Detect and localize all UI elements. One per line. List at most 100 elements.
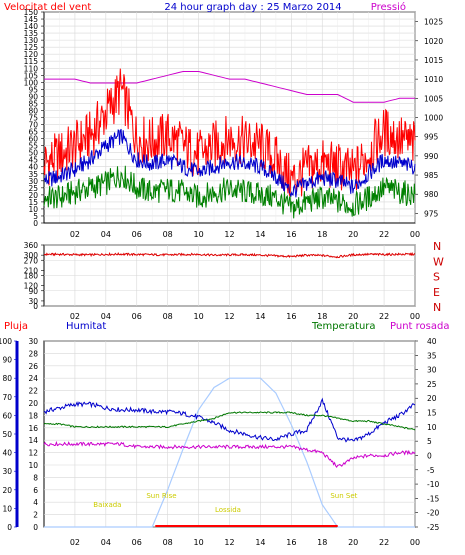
chart3-x-tick-label: 02 (70, 538, 80, 547)
chart3-humidity-tick-label: 2 (33, 511, 38, 520)
chart2-left-tick-label: 30 (28, 297, 38, 306)
chart3-humidity-tick-label: 8 (33, 473, 38, 482)
chart3-annotation: Sun Set (330, 492, 357, 500)
chart2-x-tick-label: 02 (70, 312, 80, 321)
chart3-humidity-tick-label: 22 (28, 387, 38, 396)
chart1-left-tick-label: 95 (28, 85, 38, 94)
chart3-dewpoint-label: Punt rosada (390, 321, 449, 332)
chart1-right-tick-label: 995 (424, 133, 439, 142)
chart2-x-tick-label: 18 (317, 312, 327, 321)
chart1-x-tick-label: 12 (224, 230, 234, 239)
chart3-temp-tick-label: 20 (427, 394, 437, 403)
chart3-annotation: Baixada (93, 501, 121, 509)
chart2-left-tick-label: 360 (24, 241, 39, 250)
chart3-humidity-tick-label: 18 (28, 411, 38, 420)
chart3-rain-tick-label: 0 (7, 523, 12, 532)
chart3-temperature-label: Temperatura (311, 321, 376, 332)
chart1-x-tick-label: 18 (317, 230, 327, 239)
chart3-rain-tick-label: 90 (2, 356, 12, 365)
chart1-right-tick-label: 1000 (424, 114, 443, 123)
chart3-x-tick-label: 20 (348, 538, 358, 547)
chart3-x-tick-label: 04 (101, 538, 111, 547)
chart3-humidity-tick-label: 16 (28, 424, 38, 433)
chart3-rain-tick-label: 10 (2, 504, 12, 513)
chart1-left-tick-label: 10 (28, 205, 38, 214)
chart1-right-tick-label: 985 (424, 171, 439, 180)
chart1-x-tick-label: 14 (255, 230, 265, 239)
chart1-left-tick-label: 85 (28, 99, 38, 108)
chart1-left-tick-label: 135 (24, 29, 39, 38)
chart2-compass-label: N (433, 240, 441, 253)
chart3-temp-tick-label: -15 (427, 494, 439, 503)
chart3-humidity-tick-label: 12 (28, 449, 38, 458)
chart3-series-humidity (43, 397, 416, 443)
chart1-left-tick-label: 75 (28, 114, 38, 123)
chart1-series-wind-gust (43, 68, 416, 198)
chart2-left-tick-label: 120 (24, 282, 39, 291)
chart1-series-wind-min (43, 165, 416, 219)
chart2-series-direction (43, 251, 416, 259)
chart3-x-tick-label: 08 (163, 538, 173, 547)
chart1-left-tick-label: 140 (24, 22, 39, 31)
chart2-x-tick-label: 12 (224, 312, 234, 321)
chart1-x-tick-label: 10 (193, 230, 203, 239)
chart1-left-tick-label: 25 (28, 184, 38, 193)
chart3-rain-tick-label: 20 (2, 486, 12, 495)
chart1-right-tick-label: 1025 (424, 18, 443, 27)
chart1-x-tick-label: 06 (132, 230, 142, 239)
chart3-rain-tick-label: 60 (2, 411, 12, 420)
chart1-left-tick-label: 115 (24, 57, 39, 66)
chart1-right-tick-label: 1010 (424, 75, 443, 84)
chart2-compass-label: W (433, 255, 444, 268)
chart3-rain-tick-label: 70 (2, 393, 12, 402)
chart3-humidity-tick-label: 10 (28, 461, 38, 470)
chart3-x-tick-label: 10 (193, 538, 203, 547)
chart1-left-tick-label: 45 (28, 156, 38, 165)
chart3-rain-tick-label: 30 (2, 467, 12, 476)
chart1-left-axis-label: Velocitat del vent (4, 2, 91, 13)
chart3-temp-tick-label: 10 (427, 423, 437, 432)
chart3-series-temperature (43, 411, 416, 431)
chart3-series-solar (44, 377, 415, 528)
chart2-x-tick-label: 22 (379, 312, 389, 321)
chart1-left-tick-label: 70 (28, 121, 38, 130)
chart1-right-tick-label: 1020 (424, 37, 443, 46)
chart2-compass-label: S (433, 271, 440, 284)
chart3-temp-tick-label: 5 (427, 437, 432, 446)
chart3-temp-tick-label: 15 (427, 409, 437, 418)
chart3-series-dewpoint (43, 440, 416, 468)
chart1-x-tick-label: 22 (379, 230, 389, 239)
chart1-left-tick-label: 35 (28, 170, 38, 179)
chart1-x-tick-label: 08 (163, 230, 173, 239)
chart1-left-tick-label: 120 (24, 50, 39, 59)
chart3-temp-tick-label: 35 (427, 351, 437, 360)
chart2-x-tick-label: 06 (132, 312, 142, 321)
chart1-left-tick-label: 15 (28, 198, 38, 207)
chart2-compass-label: N (433, 301, 441, 314)
chart1-series-pressure (44, 71, 415, 103)
chart3-rain-tick-label: 40 (2, 449, 12, 458)
chart3-humidity-tick-label: 24 (28, 374, 38, 383)
chart1-left-tick-label: 145 (24, 15, 39, 24)
chart3-temp-tick-label: -20 (427, 509, 439, 518)
chart3-x-tick-label: 12 (224, 538, 234, 547)
chart1-series-wind-avg (43, 128, 416, 198)
chart1-x-tick-label: 00 (410, 230, 420, 239)
chart2-x-tick-label: 20 (348, 312, 358, 321)
chart3-x-tick-label: 22 (379, 538, 389, 547)
chart1-x-tick-label: 02 (70, 230, 80, 239)
chart1-left-tick-label: 5 (33, 212, 38, 221)
chart3-x-tick-label: 16 (286, 538, 296, 547)
chart3-temp-tick-label: -10 (427, 480, 439, 489)
chart1-left-tick-label: 80 (28, 106, 38, 115)
chart3-temp-tick-label: -25 (427, 523, 439, 532)
chart1-left-tick-label: 60 (28, 135, 38, 144)
chart3-humidity-tick-label: 6 (33, 486, 38, 495)
chart2-left-tick-label: 180 (24, 272, 39, 281)
chart1-left-tick-label: 55 (28, 142, 38, 151)
chart2-left-tick-label: 210 (24, 266, 39, 275)
chart2-left-tick-label: 90 (28, 287, 38, 296)
chart1-right-tick-label: 1015 (424, 56, 443, 65)
chart1-right-tick-label: 1005 (424, 94, 443, 103)
